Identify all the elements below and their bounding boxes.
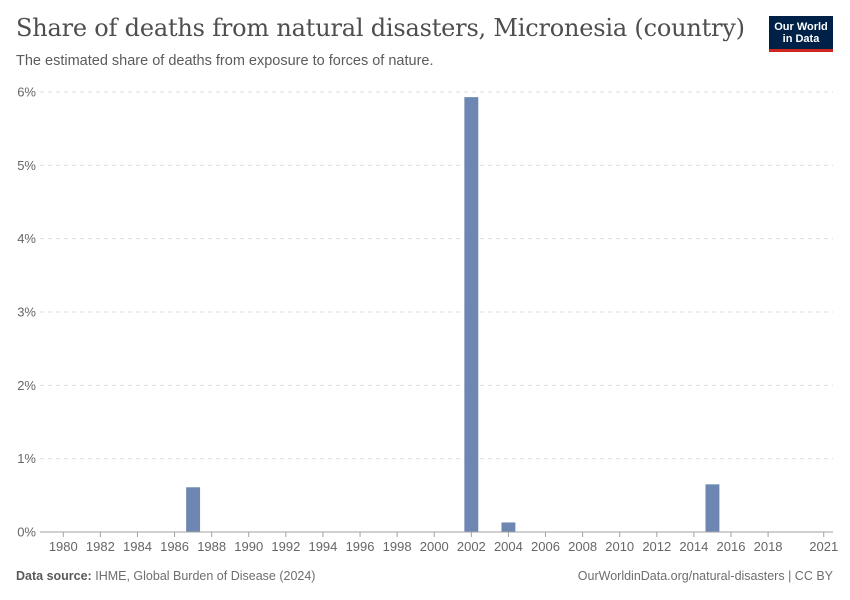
y-tick-label: 3% (17, 305, 36, 320)
x-tick-label: 2002 (457, 539, 486, 554)
bar-2002[interactable] (464, 97, 479, 532)
x-tick-label: 1994 (308, 539, 337, 554)
data-source-label: Data source: (16, 569, 92, 583)
bar-2004[interactable] (501, 522, 516, 532)
logo-line-2: in Data (782, 33, 820, 45)
x-tick-label: 1990 (234, 539, 263, 554)
bar-1987[interactable] (186, 487, 201, 532)
data-source-text: IHME, Global Burden of Disease (2024) (95, 569, 316, 583)
x-tick-label: 2016 (717, 539, 746, 554)
grid-lines (40, 91, 833, 460)
x-tick-label: 1998 (383, 539, 412, 554)
x-tick-label: 1980 (49, 539, 78, 554)
x-tick-label: 2014 (679, 539, 708, 554)
y-tick-label: 4% (17, 231, 36, 246)
x-tick-label: 2021 (809, 539, 838, 554)
chart-subtitle: The estimated share of deaths from expos… (16, 53, 434, 69)
bar-2015[interactable] (705, 484, 720, 532)
x-tick-label: 2012 (642, 539, 671, 554)
y-tick-label: 0% (17, 525, 36, 540)
logo-line-1: Our World (774, 21, 828, 33)
bar-chart: 0%1%2%3%4%5%6% 1980 1982 1984 1986 1988 1990 1… (17, 85, 838, 555)
y-tick-label: 6% (17, 85, 36, 100)
source-url[interactable]: OurWorldinData.org/natural-disasters | C… (577, 569, 833, 583)
x-tick-label: 1982 (86, 539, 115, 554)
y-tick-label: 1% (17, 451, 36, 466)
x-tick-label: 2004 (494, 539, 523, 554)
y-tick-label: 5% (17, 158, 36, 173)
x-tick-label: 2000 (420, 539, 449, 554)
owid-logo[interactable]: Our World in Data (769, 16, 833, 52)
x-tick-label: 2008 (568, 539, 597, 554)
x-tick-label: 2018 (754, 539, 783, 554)
y-axis-labels: 0% 1% 2% 3% 4% 5% 6% (17, 85, 36, 540)
x-tick-label: 1984 (123, 539, 152, 554)
chart-title: Share of deaths from natural disasters, … (16, 14, 745, 42)
x-tick-label: 1996 (346, 539, 375, 554)
x-tick-label: 1992 (271, 539, 300, 554)
x-tick-label: 2006 (531, 539, 560, 554)
y-tick-label: 2% (17, 378, 36, 393)
bars (186, 97, 720, 532)
x-tick-label: 1986 (160, 539, 189, 554)
x-axis: 1980 1982 1984 1986 1988 1990 1992 1994 1996 1998… (40, 531, 838, 554)
x-tick-label: 1988 (197, 539, 226, 554)
data-source: Data source: IHME, Global Burden of Dise… (16, 569, 315, 583)
x-tick-label: 2010 (605, 539, 634, 554)
